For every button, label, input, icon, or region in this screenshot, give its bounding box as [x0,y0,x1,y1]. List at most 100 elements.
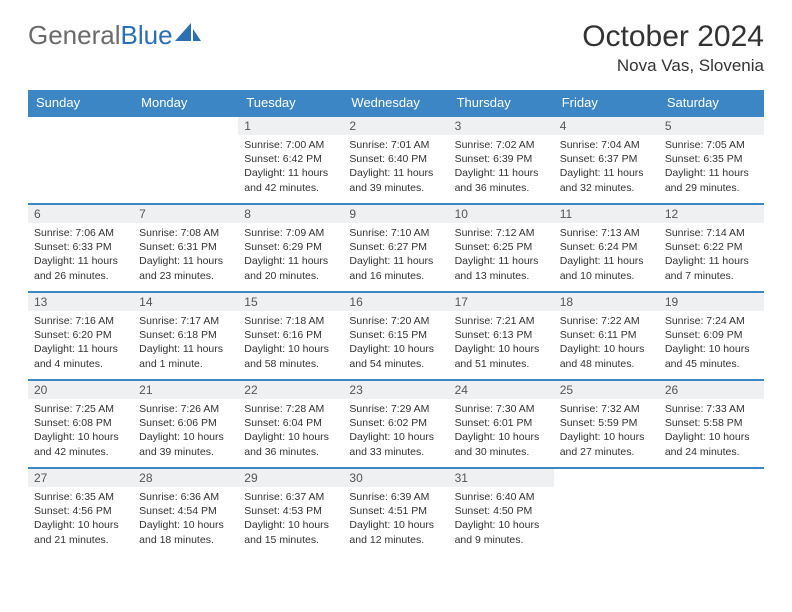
day-details: Sunrise: 7:10 AMSunset: 6:27 PMDaylight:… [343,223,448,287]
day-number: 7 [133,205,238,223]
day-details: Sunrise: 7:01 AMSunset: 6:40 PMDaylight:… [343,135,448,199]
day-number: 22 [238,381,343,399]
day-header-friday: Friday [554,90,659,116]
day-details: Sunrise: 7:25 AMSunset: 6:08 PMDaylight:… [28,399,133,463]
day-details: Sunrise: 7:22 AMSunset: 6:11 PMDaylight:… [554,311,659,375]
day-cell: 18Sunrise: 7:22 AMSunset: 6:11 PMDayligh… [554,292,659,380]
day-number: 4 [554,117,659,135]
day-details: Sunrise: 7:24 AMSunset: 6:09 PMDaylight:… [659,311,764,375]
title-block: October 2024 Nova Vas, Slovenia [582,20,764,76]
brand-part1: General [28,20,121,51]
day-number: 14 [133,293,238,311]
day-cell: 22Sunrise: 7:28 AMSunset: 6:04 PMDayligh… [238,380,343,468]
day-number: 3 [449,117,554,135]
day-cell: 1Sunrise: 7:00 AMSunset: 6:42 PMDaylight… [238,116,343,204]
day-details: Sunrise: 7:04 AMSunset: 6:37 PMDaylight:… [554,135,659,199]
day-cell: 16Sunrise: 7:20 AMSunset: 6:15 PMDayligh… [343,292,448,380]
day-details: Sunrise: 7:08 AMSunset: 6:31 PMDaylight:… [133,223,238,287]
day-cell [659,468,764,555]
day-header-tuesday: Tuesday [238,90,343,116]
day-details: Sunrise: 6:37 AMSunset: 4:53 PMDaylight:… [238,487,343,551]
day-cell: 13Sunrise: 7:16 AMSunset: 6:20 PMDayligh… [28,292,133,380]
day-cell: 12Sunrise: 7:14 AMSunset: 6:22 PMDayligh… [659,204,764,292]
day-cell: 14Sunrise: 7:17 AMSunset: 6:18 PMDayligh… [133,292,238,380]
day-details: Sunrise: 7:06 AMSunset: 6:33 PMDaylight:… [28,223,133,287]
day-number: 8 [238,205,343,223]
day-details: Sunrise: 6:35 AMSunset: 4:56 PMDaylight:… [28,487,133,551]
day-number: 10 [449,205,554,223]
day-cell: 17Sunrise: 7:21 AMSunset: 6:13 PMDayligh… [449,292,554,380]
day-number: 16 [343,293,448,311]
brand-logo: GeneralBlue [28,20,201,51]
week-row: 1Sunrise: 7:00 AMSunset: 6:42 PMDaylight… [28,116,764,204]
day-cell: 29Sunrise: 6:37 AMSunset: 4:53 PMDayligh… [238,468,343,555]
day-number: 31 [449,469,554,487]
day-number: 17 [449,293,554,311]
day-cell: 26Sunrise: 7:33 AMSunset: 5:58 PMDayligh… [659,380,764,468]
day-number: 11 [554,205,659,223]
day-cell [133,116,238,204]
day-details: Sunrise: 7:32 AMSunset: 5:59 PMDaylight:… [554,399,659,463]
day-number: 25 [554,381,659,399]
day-details: Sunrise: 7:05 AMSunset: 6:35 PMDaylight:… [659,135,764,199]
day-details: Sunrise: 7:26 AMSunset: 6:06 PMDaylight:… [133,399,238,463]
day-cell: 28Sunrise: 6:36 AMSunset: 4:54 PMDayligh… [133,468,238,555]
day-number: 26 [659,381,764,399]
day-details: Sunrise: 7:20 AMSunset: 6:15 PMDaylight:… [343,311,448,375]
day-details: Sunrise: 6:36 AMSunset: 4:54 PMDaylight:… [133,487,238,551]
day-cell: 24Sunrise: 7:30 AMSunset: 6:01 PMDayligh… [449,380,554,468]
day-cell: 27Sunrise: 6:35 AMSunset: 4:56 PMDayligh… [28,468,133,555]
day-cell: 2Sunrise: 7:01 AMSunset: 6:40 PMDaylight… [343,116,448,204]
brand-part2: Blue [121,20,173,51]
day-cell [554,468,659,555]
month-title: October 2024 [582,20,764,54]
day-cell: 5Sunrise: 7:05 AMSunset: 6:35 PMDaylight… [659,116,764,204]
day-number: 13 [28,293,133,311]
day-number: 20 [28,381,133,399]
day-number: 28 [133,469,238,487]
day-details: Sunrise: 7:28 AMSunset: 6:04 PMDaylight:… [238,399,343,463]
day-details: Sunrise: 6:39 AMSunset: 4:51 PMDaylight:… [343,487,448,551]
day-number: 9 [343,205,448,223]
day-cell: 10Sunrise: 7:12 AMSunset: 6:25 PMDayligh… [449,204,554,292]
day-cell: 19Sunrise: 7:24 AMSunset: 6:09 PMDayligh… [659,292,764,380]
day-cell: 8Sunrise: 7:09 AMSunset: 6:29 PMDaylight… [238,204,343,292]
week-row: 13Sunrise: 7:16 AMSunset: 6:20 PMDayligh… [28,292,764,380]
day-header-sunday: Sunday [28,90,133,116]
day-cell: 31Sunrise: 6:40 AMSunset: 4:50 PMDayligh… [449,468,554,555]
day-cell: 30Sunrise: 6:39 AMSunset: 4:51 PMDayligh… [343,468,448,555]
day-cell: 25Sunrise: 7:32 AMSunset: 5:59 PMDayligh… [554,380,659,468]
day-cell: 7Sunrise: 7:08 AMSunset: 6:31 PMDaylight… [133,204,238,292]
day-header-monday: Monday [133,90,238,116]
day-cell: 4Sunrise: 7:04 AMSunset: 6:37 PMDaylight… [554,116,659,204]
day-number: 6 [28,205,133,223]
day-number: 27 [28,469,133,487]
day-header-row: SundayMondayTuesdayWednesdayThursdayFrid… [28,90,764,116]
day-cell: 9Sunrise: 7:10 AMSunset: 6:27 PMDaylight… [343,204,448,292]
header: GeneralBlue October 2024 Nova Vas, Slove… [28,20,764,76]
week-row: 6Sunrise: 7:06 AMSunset: 6:33 PMDaylight… [28,204,764,292]
day-details: Sunrise: 7:18 AMSunset: 6:16 PMDaylight:… [238,311,343,375]
day-cell [28,116,133,204]
day-header-saturday: Saturday [659,90,764,116]
day-number: 29 [238,469,343,487]
day-details: Sunrise: 7:13 AMSunset: 6:24 PMDaylight:… [554,223,659,287]
day-number: 23 [343,381,448,399]
day-number: 1 [238,117,343,135]
day-number: 5 [659,117,764,135]
week-row: 20Sunrise: 7:25 AMSunset: 6:08 PMDayligh… [28,380,764,468]
day-details: Sunrise: 7:21 AMSunset: 6:13 PMDaylight:… [449,311,554,375]
day-cell: 23Sunrise: 7:29 AMSunset: 6:02 PMDayligh… [343,380,448,468]
day-cell: 3Sunrise: 7:02 AMSunset: 6:39 PMDaylight… [449,116,554,204]
day-details: Sunrise: 7:12 AMSunset: 6:25 PMDaylight:… [449,223,554,287]
day-number: 19 [659,293,764,311]
day-number: 30 [343,469,448,487]
day-number: 15 [238,293,343,311]
day-details: Sunrise: 7:17 AMSunset: 6:18 PMDaylight:… [133,311,238,375]
day-details: Sunrise: 7:02 AMSunset: 6:39 PMDaylight:… [449,135,554,199]
calendar-table: SundayMondayTuesdayWednesdayThursdayFrid… [28,90,764,555]
day-details: Sunrise: 7:30 AMSunset: 6:01 PMDaylight:… [449,399,554,463]
day-cell: 11Sunrise: 7:13 AMSunset: 6:24 PMDayligh… [554,204,659,292]
day-cell: 15Sunrise: 7:18 AMSunset: 6:16 PMDayligh… [238,292,343,380]
day-cell: 21Sunrise: 7:26 AMSunset: 6:06 PMDayligh… [133,380,238,468]
